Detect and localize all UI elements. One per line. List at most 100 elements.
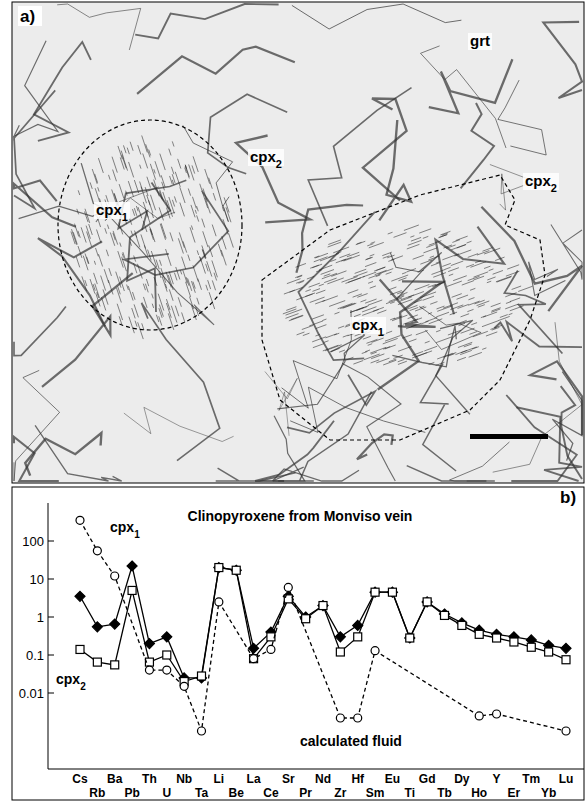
- streak: [322, 273, 337, 279]
- streak: [471, 323, 477, 325]
- streak: [110, 232, 114, 245]
- streak: [73, 232, 77, 244]
- streak: [518, 286, 532, 291]
- point: [127, 561, 137, 571]
- point: [405, 633, 415, 643]
- streak: [120, 243, 121, 247]
- x-tick-label: Cs: [72, 772, 88, 786]
- streak: [156, 315, 158, 322]
- streak: [430, 302, 437, 305]
- crack: [379, 120, 411, 220]
- streak: [178, 297, 181, 306]
- streak: [189, 164, 194, 180]
- streak: [369, 242, 384, 247]
- streak: [474, 300, 484, 304]
- streak: [183, 270, 187, 283]
- streak: [81, 227, 86, 242]
- crack: [342, 364, 401, 481]
- streak: [222, 236, 226, 249]
- streak: [467, 241, 472, 243]
- streak: [213, 193, 215, 200]
- streak: [404, 225, 419, 230]
- streak: [83, 256, 88, 271]
- streak: [357, 294, 367, 298]
- streak: [315, 334, 319, 336]
- streak: [431, 263, 439, 266]
- point: [371, 647, 379, 655]
- streak: [442, 233, 448, 235]
- streak: [371, 242, 376, 244]
- point: [93, 547, 101, 555]
- streak: [357, 242, 362, 244]
- point: [180, 682, 188, 690]
- crack: [392, 326, 456, 367]
- streak: [393, 355, 402, 358]
- streak: [339, 350, 345, 352]
- streak: [377, 310, 386, 313]
- streak: [316, 270, 322, 272]
- streak: [206, 264, 208, 272]
- crack: [292, 4, 462, 29]
- streak: [402, 292, 408, 294]
- streak: [484, 266, 490, 268]
- point: [198, 672, 206, 680]
- streak: [329, 301, 345, 307]
- crack: [135, 4, 278, 38]
- streak: [180, 203, 185, 217]
- streak: [289, 287, 302, 292]
- streak: [134, 304, 138, 317]
- streak: [87, 257, 89, 264]
- streak: [174, 273, 177, 281]
- streak: [159, 316, 162, 325]
- x-tick-label: Dy: [454, 772, 470, 786]
- streak: [331, 271, 346, 277]
- streak: [303, 333, 310, 335]
- point: [163, 666, 171, 674]
- streak: [468, 301, 480, 305]
- streak: [386, 298, 402, 304]
- point: [250, 655, 258, 663]
- streak: [212, 260, 218, 277]
- crack: [127, 183, 170, 313]
- streak: [101, 276, 106, 291]
- streak: [368, 281, 373, 283]
- streak: [389, 287, 397, 290]
- streak: [169, 289, 173, 300]
- streak: [192, 197, 196, 209]
- streak: [104, 269, 109, 283]
- streak: [328, 253, 339, 257]
- streak: [401, 295, 414, 300]
- streak: [322, 319, 326, 320]
- streak: [478, 305, 485, 308]
- streak: [321, 270, 334, 275]
- streak: [203, 192, 208, 208]
- streak: [152, 304, 153, 308]
- streak: [295, 275, 302, 278]
- streak: [208, 280, 211, 289]
- streak: [383, 360, 396, 365]
- x-tick-label: La: [247, 772, 261, 786]
- streak: [142, 136, 148, 153]
- streak: [180, 270, 181, 274]
- crack: [96, 211, 214, 325]
- streak: [188, 188, 190, 195]
- x-tick-label: Ho: [471, 786, 487, 800]
- streak: [159, 305, 163, 317]
- crack: [208, 94, 288, 174]
- streak: [327, 278, 343, 284]
- point: [510, 638, 518, 646]
- crack: [282, 310, 352, 408]
- streak: [109, 268, 112, 276]
- x-tick-label: Pb: [124, 786, 139, 800]
- point: [128, 586, 136, 594]
- streak: [365, 257, 373, 260]
- streak: [130, 218, 132, 225]
- streak: [436, 362, 445, 365]
- crack: [420, 364, 456, 471]
- x-tick-label: Nd: [315, 772, 331, 786]
- streak: [92, 169, 97, 184]
- streak: [461, 328, 475, 333]
- streak: [76, 257, 80, 268]
- streak: [404, 305, 417, 310]
- streak: [371, 354, 384, 359]
